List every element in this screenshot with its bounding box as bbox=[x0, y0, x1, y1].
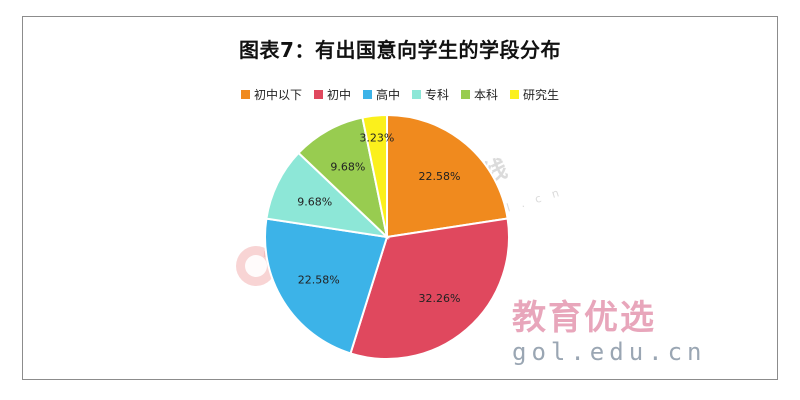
chart-title: 图表7：有出国意向学生的学段分布 bbox=[239, 38, 561, 62]
chart-legend: 初中以下 初中 高中 专科 本科 研究生 bbox=[0, 86, 800, 103]
legend-swatch bbox=[510, 90, 520, 99]
pie-slice bbox=[386, 113, 509, 239]
legend-item: 高中 bbox=[362, 86, 400, 103]
slice-label: 22.58% bbox=[298, 274, 340, 287]
slice-label: 32.26% bbox=[418, 292, 460, 305]
legend-label: 专科 bbox=[425, 88, 450, 102]
pie-slice bbox=[264, 217, 389, 355]
legend-swatch bbox=[313, 90, 323, 99]
legend-item: 初中以下 bbox=[240, 86, 302, 103]
legend-item: 研究生 bbox=[510, 86, 559, 103]
legend-swatch bbox=[362, 90, 372, 99]
pie-slice bbox=[265, 151, 390, 239]
slice-label: 22.58% bbox=[418, 170, 460, 183]
pie-slice bbox=[349, 217, 510, 360]
pie-slice bbox=[361, 113, 388, 238]
legend-label: 研究生 bbox=[523, 88, 560, 102]
legend-label: 本科 bbox=[474, 88, 499, 102]
legend-swatch bbox=[240, 90, 250, 99]
slice-label: 3.23% bbox=[359, 131, 394, 144]
pie-slice bbox=[297, 116, 389, 240]
legend-item: 初中 bbox=[313, 86, 351, 103]
legend-swatch bbox=[412, 90, 421, 99]
legend-item: 专科 bbox=[412, 86, 449, 103]
pie-slices bbox=[264, 113, 510, 360]
slice-label: 9.68% bbox=[330, 161, 365, 174]
legend-label: 初中 bbox=[326, 88, 351, 102]
legend-label: 初中以下 bbox=[253, 88, 302, 102]
legend-label: 高中 bbox=[375, 88, 400, 102]
legend-item: 本科 bbox=[461, 86, 498, 103]
slice-label: 9.68% bbox=[297, 196, 332, 209]
pie-labels: 22.58% 32.26% 22.58% 9.68% 9.68% 3.23% bbox=[297, 131, 460, 305]
legend-swatch bbox=[461, 90, 471, 99]
